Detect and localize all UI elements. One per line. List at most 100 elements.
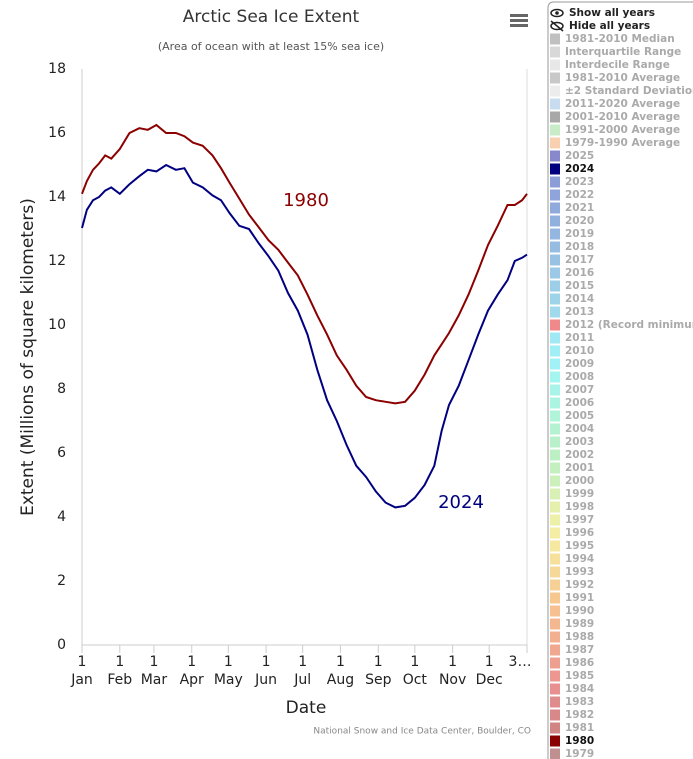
legend-item[interactable]: 2014 xyxy=(565,293,594,305)
legend-item[interactable]: 2005 xyxy=(565,410,594,422)
legend-item[interactable]: 1991 xyxy=(565,592,594,604)
legend-item[interactable]: 1998 xyxy=(565,501,594,513)
legend-swatch[interactable] xyxy=(550,85,560,97)
legend-swatch[interactable] xyxy=(550,98,560,110)
legend-swatch[interactable] xyxy=(550,202,560,214)
legend-item[interactable]: 1985 xyxy=(565,670,594,682)
legend-item[interactable]: 1989 xyxy=(565,618,594,630)
legend-item[interactable]: 1987 xyxy=(565,644,594,656)
legend-item[interactable]: 2017 xyxy=(565,254,594,266)
legend-swatch[interactable] xyxy=(550,280,560,292)
legend-item[interactable]: 2018 xyxy=(565,241,594,253)
legend-swatch[interactable] xyxy=(550,241,560,253)
legend-item[interactable]: 2000 xyxy=(565,475,594,487)
legend-item[interactable]: 2001 xyxy=(565,462,594,474)
legend-swatch[interactable] xyxy=(550,384,560,396)
legend-item[interactable]: 2009 xyxy=(565,358,594,370)
legend-item[interactable]: 1980 xyxy=(565,735,594,747)
legend-item[interactable]: 2006 xyxy=(565,397,594,409)
legend-swatch[interactable] xyxy=(550,228,560,240)
legend-swatch[interactable] xyxy=(550,670,560,682)
legend-swatch[interactable] xyxy=(550,72,560,84)
legend-item[interactable]: Interdecile Range xyxy=(565,59,670,71)
legend-swatch[interactable] xyxy=(550,501,560,513)
legend-swatch[interactable] xyxy=(550,254,560,266)
show-all[interactable]: Show all years xyxy=(550,7,655,19)
legend-item[interactable]: 2004 xyxy=(565,423,594,435)
legend-swatch[interactable] xyxy=(550,735,560,747)
legend-item[interactable]: 1991-2000 Average xyxy=(565,124,680,136)
legend-item[interactable]: 1999 xyxy=(565,488,594,500)
legend-item[interactable]: 2015 xyxy=(565,280,594,292)
legend-item[interactable]: 2016 xyxy=(565,267,594,279)
legend-swatch[interactable] xyxy=(550,709,560,721)
legend-item[interactable]: 1997 xyxy=(565,514,594,526)
legend-swatch[interactable] xyxy=(550,540,560,552)
legend-swatch[interactable] xyxy=(550,319,560,331)
legend-item[interactable]: 2020 xyxy=(565,215,594,227)
legend-item[interactable]: 1994 xyxy=(565,553,594,565)
legend-item[interactable]: 1984 xyxy=(565,683,594,695)
legend-swatch[interactable] xyxy=(550,657,560,669)
legend-swatch[interactable] xyxy=(550,579,560,591)
menu-button[interactable] xyxy=(510,14,528,27)
legend-swatch[interactable] xyxy=(550,358,560,370)
legend-swatch[interactable] xyxy=(550,176,560,188)
legend-swatch[interactable] xyxy=(550,423,560,435)
legend-swatch[interactable] xyxy=(550,462,560,474)
legend-item[interactable]: Interquartile Range xyxy=(565,46,681,58)
legend-item[interactable]: 1983 xyxy=(565,696,594,708)
legend-item[interactable]: 2021 xyxy=(565,202,594,214)
legend-item[interactable]: 2011-2020 Average xyxy=(565,98,680,110)
legend-swatch[interactable] xyxy=(550,527,560,539)
legend-item[interactable]: 2010 xyxy=(565,345,594,357)
legend-swatch[interactable] xyxy=(550,59,560,71)
legend-swatch[interactable] xyxy=(550,332,560,344)
legend-item[interactable]: 1981-2010 Median xyxy=(565,33,675,45)
legend-swatch[interactable] xyxy=(550,683,560,695)
legend-swatch[interactable] xyxy=(550,618,560,630)
legend-item[interactable]: 2023 xyxy=(565,176,594,188)
legend-item[interactable]: 1982 xyxy=(565,709,594,721)
legend-swatch[interactable] xyxy=(550,150,560,162)
legend-item[interactable]: 1979-1990 Average xyxy=(565,137,680,149)
legend-swatch[interactable] xyxy=(550,644,560,656)
legend-swatch[interactable] xyxy=(550,397,560,409)
legend-item[interactable]: 2011 xyxy=(565,332,594,344)
legend-item[interactable]: 1979 xyxy=(565,748,594,759)
legend-swatch[interactable] xyxy=(550,267,560,279)
legend-item[interactable]: 1990 xyxy=(565,605,594,617)
legend-swatch[interactable] xyxy=(550,111,560,123)
legend-item[interactable]: 2013 xyxy=(565,306,594,318)
legend-item[interactable]: 2024 xyxy=(565,163,594,175)
legend-swatch[interactable] xyxy=(550,514,560,526)
legend-item[interactable]: ±2 Standard Deviations xyxy=(565,85,693,97)
legend-swatch[interactable] xyxy=(550,488,560,500)
legend-swatch[interactable] xyxy=(550,410,560,422)
legend-item[interactable]: 2007 xyxy=(565,384,594,396)
legend-item[interactable]: 1981-2010 Average xyxy=(565,72,680,84)
legend-item[interactable]: 1986 xyxy=(565,657,594,669)
legend-swatch[interactable] xyxy=(550,449,560,461)
legend-swatch[interactable] xyxy=(550,553,560,565)
legend-item[interactable]: 2025 xyxy=(565,150,594,162)
legend-swatch[interactable] xyxy=(550,189,560,201)
legend-item[interactable]: 1992 xyxy=(565,579,594,591)
legend-swatch[interactable] xyxy=(550,33,560,45)
legend-swatch[interactable] xyxy=(550,748,560,759)
legend-item[interactable]: 1993 xyxy=(565,566,594,578)
legend-swatch[interactable] xyxy=(550,592,560,604)
legend-item[interactable]: 2002 xyxy=(565,449,594,461)
legend-swatch[interactable] xyxy=(550,293,560,305)
legend-item[interactable]: 2008 xyxy=(565,371,594,383)
legend-swatch[interactable] xyxy=(550,124,560,136)
legend-swatch[interactable] xyxy=(550,46,560,58)
legend-swatch[interactable] xyxy=(550,605,560,617)
legend-swatch[interactable] xyxy=(550,371,560,383)
legend-swatch[interactable] xyxy=(550,696,560,708)
legend-swatch[interactable] xyxy=(550,345,560,357)
legend-item[interactable]: 2001-2010 Average xyxy=(565,111,680,123)
legend-item[interactable]: 1996 xyxy=(565,527,594,539)
legend-swatch[interactable] xyxy=(550,137,560,149)
legend-item[interactable]: 2019 xyxy=(565,228,594,240)
